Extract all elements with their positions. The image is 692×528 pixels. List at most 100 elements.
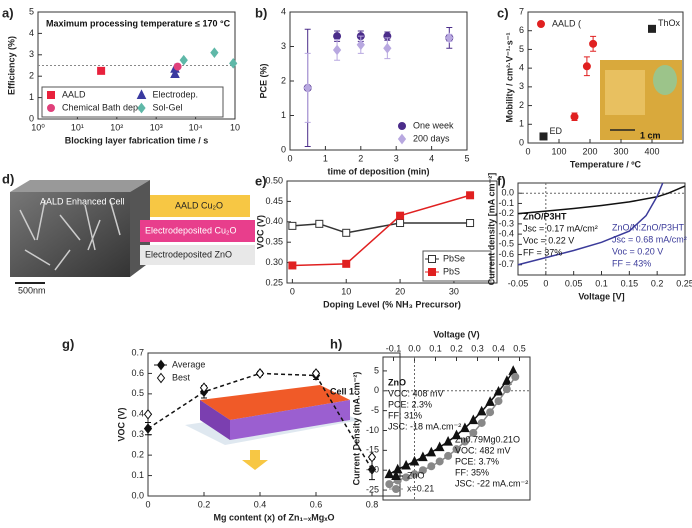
y-tick-label: 0.3	[131, 429, 144, 439]
y-tick-label: -0.4	[498, 228, 514, 238]
data-point	[477, 418, 486, 427]
top-layer	[200, 385, 350, 420]
legend-label: ZnO	[407, 470, 425, 480]
point-label: ThOx	[658, 18, 681, 28]
data-point	[143, 423, 153, 434]
data-point	[469, 428, 478, 437]
y-tick-label: 6	[519, 25, 524, 35]
data-point	[494, 397, 503, 406]
y-tick-label: 1	[519, 119, 524, 129]
y-axis-label: Current density [mA cm⁻²]	[486, 173, 496, 285]
data-point	[396, 211, 405, 220]
data-point	[311, 368, 321, 379]
y-tick-label: 0.0	[131, 490, 144, 500]
data-point	[410, 470, 419, 479]
annotation: Jsc = 0.17 mA/cm²	[523, 223, 598, 233]
inset-glove	[653, 65, 677, 95]
annotation: 1 cm	[640, 130, 661, 140]
y-axis-label: Mobility / cm²·V⁻¹·s⁻¹	[504, 32, 514, 122]
x-tick-label: -0.05	[508, 278, 529, 288]
x-axis-label: Blocking layer fabrication time / s	[65, 135, 209, 145]
legend-marker	[156, 372, 166, 384]
data-point	[392, 463, 403, 474]
data-point	[427, 462, 436, 471]
inset-photo	[600, 60, 682, 140]
layer-label: AALD Cu₂O	[175, 200, 223, 210]
x-tick-label: 0.5	[513, 343, 526, 353]
series-line	[517, 182, 664, 266]
data-point	[229, 58, 238, 69]
series-line	[389, 376, 516, 485]
y-tick-label: -5	[371, 405, 379, 415]
data-point	[443, 435, 453, 446]
x-tick-label: 0.3	[471, 343, 484, 353]
annotation: PCE: 2.3%	[388, 399, 432, 409]
scale-bar-label: 500nm	[18, 285, 46, 295]
x-tick-label: 0	[287, 153, 292, 163]
y-tick-label: 5	[29, 6, 34, 16]
x-tick-label: 1	[323, 153, 328, 163]
data-point	[486, 408, 495, 417]
data-point	[445, 32, 454, 44]
y-tick-label: 0.2	[131, 450, 144, 460]
layer-side	[200, 400, 230, 440]
legend-marker	[397, 133, 407, 145]
sem-texture	[19, 199, 121, 271]
data-point	[589, 39, 598, 48]
legend-marker	[428, 268, 436, 276]
data-point	[409, 455, 420, 466]
y-tick-label: 3	[281, 41, 286, 51]
y-tick-label: 5	[374, 365, 379, 375]
y-tick-label: 3	[519, 81, 524, 91]
data-point	[468, 414, 479, 425]
data-point	[288, 221, 297, 230]
annotation: ZnO	[388, 377, 406, 387]
y-tick-label: 2	[29, 71, 34, 81]
data-point	[210, 47, 219, 58]
x-tick-label: 0.0	[408, 343, 421, 353]
data-point	[570, 112, 579, 121]
data-point	[342, 259, 351, 268]
legend-label: Sol-Gel	[153, 102, 183, 112]
data-point	[418, 466, 427, 475]
data-point	[418, 451, 428, 462]
data-point	[383, 42, 392, 54]
x-tick-label: 0	[525, 146, 530, 156]
annotation: Voc = 0.20 V	[612, 246, 663, 256]
layer-box	[140, 220, 255, 242]
data-point	[648, 24, 656, 33]
panel-label: d)	[2, 171, 14, 186]
y-tick-label: 0.35	[265, 237, 283, 247]
annotation: FF: 31%	[388, 410, 422, 420]
legend-label: AALD (	[552, 18, 581, 28]
legend-marker	[47, 104, 55, 112]
data-point	[367, 464, 377, 475]
layer-box	[140, 245, 255, 265]
data-point	[173, 62, 182, 71]
annotation: ZnO/N:ZnO/P3HT	[612, 222, 685, 232]
data-point	[199, 382, 209, 394]
annotation: FF: 35%	[455, 467, 489, 477]
x-tick-label: 20	[395, 286, 405, 296]
data-point	[385, 480, 394, 489]
panel-label: h)	[330, 336, 342, 351]
annotation: JSC: -22 mA.cm⁻²	[455, 478, 528, 488]
legend-marker	[428, 255, 436, 263]
y-tick-label: -0.5	[498, 239, 514, 249]
y-tick-label: 0	[29, 113, 34, 123]
x-tick-label: 0.15	[621, 278, 639, 288]
data-point	[582, 62, 591, 71]
legend-label: Average	[172, 359, 205, 369]
data-point	[460, 437, 469, 446]
annotation: Maximum processing temperature ≤ 170 °C	[46, 18, 231, 28]
data-point	[434, 441, 445, 452]
x-tick-label: 0.2	[651, 278, 664, 288]
y-tick-label: 4	[281, 6, 286, 16]
x-tick-label: 0.4	[254, 499, 267, 509]
panel-label: c)	[497, 5, 509, 20]
y-tick-label: 1	[281, 110, 286, 120]
x-tick-label: 4	[429, 153, 434, 163]
annotation: FF = 43%	[612, 258, 651, 268]
y-tick-label: -0.6	[498, 249, 514, 259]
x-tick-label: 10¹	[71, 122, 84, 132]
